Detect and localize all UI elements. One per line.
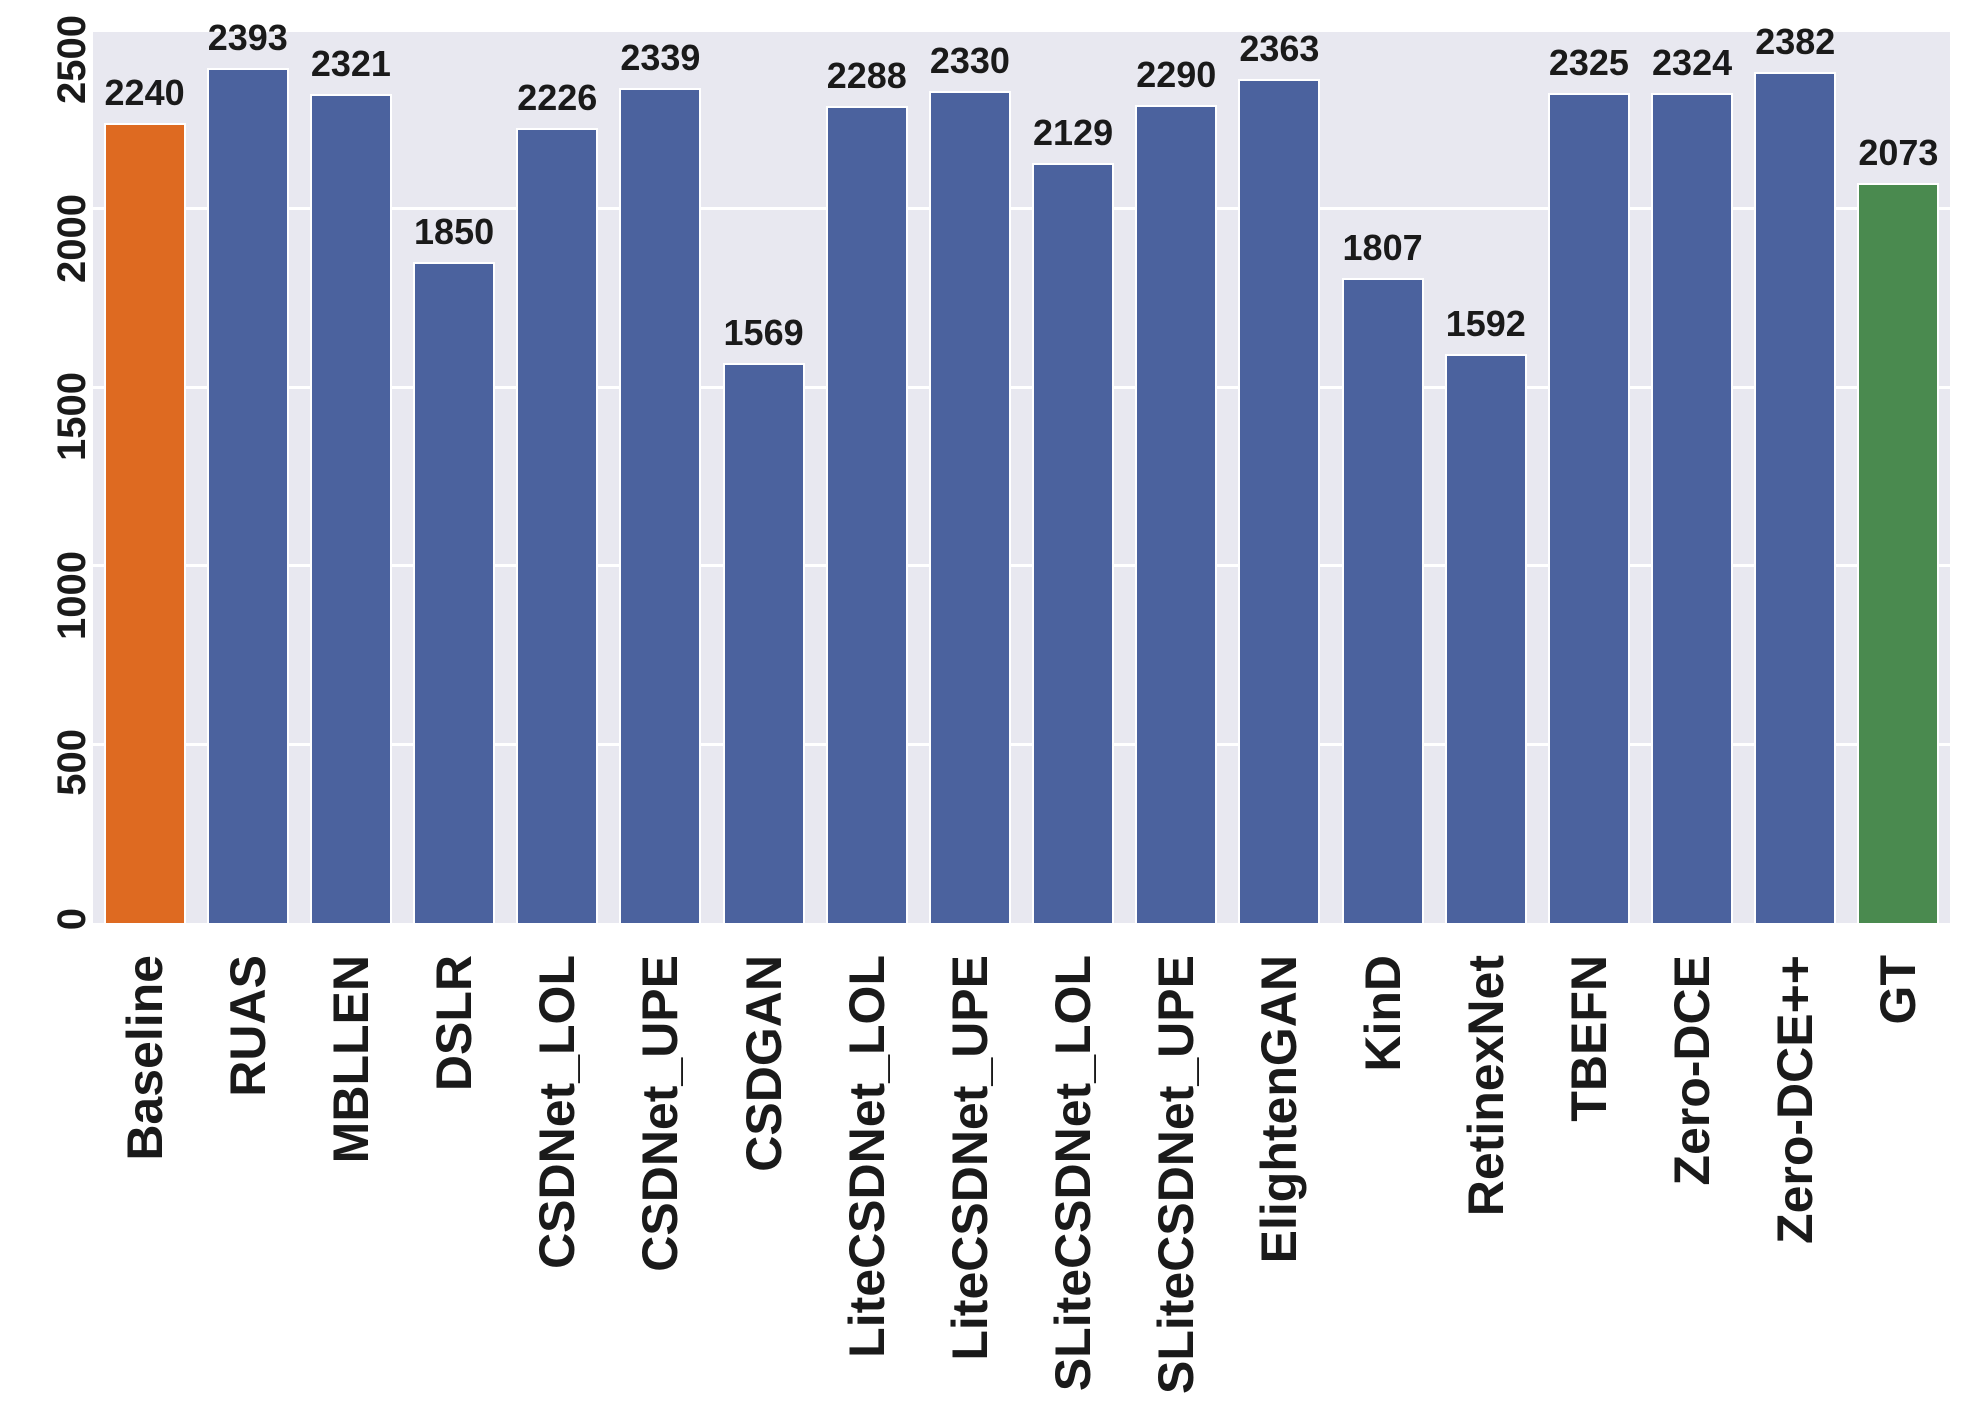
- bar-CSDNet_LOL: [516, 127, 599, 923]
- y-tick-text: 500: [50, 729, 94, 797]
- x-tick-label-TBEFN: TBEFN: [1534, 955, 1644, 1127]
- bar-value-label-TBEFN: 2325: [1548, 41, 1629, 83]
- bar-value-label-MBLLEN: 2321: [310, 42, 391, 84]
- y-tick-label-1500: 1500: [44, 372, 100, 466]
- x-tick-text: SLiteCSDNet_UPE: [1148, 955, 1205, 1394]
- bar-MBLLEN: [309, 93, 392, 923]
- bar-value-label-LiteCSDNet_UPE: 2330: [929, 39, 1010, 81]
- bar-value-label-Zero-DCE++: 2382: [1755, 21, 1836, 63]
- bar-value-label-ElightenGAN: 2363: [1239, 27, 1320, 69]
- x-tick-label-LiteCSDNet_LOL: LiteCSDNet_LOL: [812, 955, 922, 1363]
- bar-value-label-SLiteCSDNet_LOL: 2129: [1033, 111, 1114, 153]
- x-tick-text: GT: [1870, 955, 1927, 1025]
- y-gridline-2500: [93, 28, 1950, 32]
- bar-value-label-Zero-DCE: 2324: [1652, 41, 1733, 83]
- x-tick-label-RetinexNet: RetinexNet: [1431, 955, 1541, 1221]
- bar-value-label-LiteCSDNet_LOL: 2288: [826, 54, 907, 96]
- x-tick-label-LiteCSDNet_UPE: LiteCSDNet_UPE: [915, 955, 1025, 1366]
- bar-value-label-KinD: 1807: [1342, 226, 1423, 268]
- plot-area: [93, 28, 1950, 923]
- x-tick-text: CSDGAN: [735, 955, 792, 1172]
- x-tick-text: KinD: [1354, 955, 1411, 1072]
- x-tick-label-RUAS: RUAS: [193, 955, 303, 1102]
- y-tick-text: 1000: [50, 550, 94, 640]
- y-tick-label-500: 500: [44, 729, 100, 801]
- y-tick-text: 2000: [50, 193, 94, 283]
- x-tick-text: RetinexNet: [1457, 955, 1514, 1217]
- bar-CSDNet_UPE: [619, 87, 702, 923]
- x-tick-label-Baseline: Baseline: [90, 955, 200, 1166]
- x-tick-text: Baseline: [116, 955, 173, 1161]
- y-gridline-1000: [93, 564, 1950, 568]
- bar-value-label-GT: 2073: [1858, 131, 1939, 173]
- bar-value-label-CSDNet_UPE: 2339: [620, 36, 701, 78]
- bar-TBEFN: [1547, 92, 1630, 923]
- x-tick-text: CSDNet_UPE: [632, 955, 689, 1272]
- bar-GT: [1857, 182, 1940, 923]
- bar-RUAS: [206, 68, 289, 923]
- x-tick-text: TBEFN: [1560, 955, 1617, 1122]
- bar-KinD: [1341, 277, 1424, 923]
- bar-RetinexNet: [1444, 354, 1527, 923]
- y-gridline-500: [93, 742, 1950, 746]
- bar-Zero-DCE++: [1754, 72, 1837, 923]
- y-gridline-2000: [93, 207, 1950, 211]
- bar-CSDGAN: [722, 362, 805, 923]
- y-tick-text: 0: [50, 908, 94, 931]
- y-tick-label-1000: 1000: [44, 551, 100, 645]
- x-tick-label-Zero-DCE++: Zero-DCE++: [1740, 955, 1850, 1249]
- x-tick-text: Zero-DCE++: [1767, 955, 1824, 1244]
- x-tick-text: DSLR: [426, 955, 483, 1092]
- bar-value-label-SLiteCSDNet_UPE: 2290: [1136, 54, 1217, 95]
- y-tick-label-0: 0: [44, 908, 100, 935]
- bar-value-label-RUAS: 2393: [207, 17, 288, 59]
- x-tick-label-ElightenGAN: ElightenGAN: [1224, 955, 1334, 1268]
- bar-value-label-CSDNet_LOL: 2226: [517, 76, 598, 118]
- x-tick-label-CSDNet_LOL: CSDNet_LOL: [502, 955, 612, 1274]
- x-tick-text: Zero-DCE: [1664, 955, 1721, 1186]
- x-tick-label-CSDGAN: CSDGAN: [709, 955, 819, 1177]
- bar-ElightenGAN: [1238, 78, 1321, 923]
- bar-value-label-CSDGAN: 1569: [723, 311, 804, 353]
- y-gridline-1500: [93, 385, 1950, 389]
- x-tick-label-CSDNet_UPE: CSDNet_UPE: [605, 955, 715, 1277]
- y-tick-text: 1500: [50, 372, 94, 462]
- x-tick-label-DSLR: DSLR: [399, 955, 509, 1096]
- bar-Zero-DCE: [1651, 92, 1734, 923]
- bar-SLiteCSDNet_UPE: [1135, 105, 1218, 923]
- bar-value-label-DSLR: 1850: [414, 211, 495, 253]
- y-tick-label-2000: 2000: [44, 194, 100, 288]
- x-tick-label-SLiteCSDNet_UPE: SLiteCSDNet_UPE: [1121, 955, 1231, 1399]
- x-tick-text: RUAS: [219, 955, 276, 1097]
- x-tick-text: MBLLEN: [322, 955, 379, 1164]
- x-tick-label-GT: GT: [1843, 955, 1953, 1029]
- x-tick-text: SLiteCSDNet_LOL: [1045, 955, 1102, 1392]
- x-tick-label-MBLLEN: MBLLEN: [296, 955, 406, 1168]
- bar-DSLR: [413, 262, 496, 923]
- x-tick-text: LiteCSDNet_LOL: [838, 955, 895, 1358]
- x-tick-text: LiteCSDNet_UPE: [941, 955, 998, 1361]
- bar-LiteCSDNet_LOL: [825, 105, 908, 923]
- bar-SLiteCSDNet_LOL: [1032, 162, 1115, 923]
- bar-Baseline: [103, 122, 186, 923]
- x-tick-label-SLiteCSDNet_LOL: SLiteCSDNet_LOL: [1018, 955, 1128, 1396]
- x-tick-text: CSDNet_LOL: [529, 955, 586, 1269]
- bar-value-label-Baseline: 2240: [104, 71, 185, 113]
- bar-value-label-RetinexNet: 1592: [1445, 303, 1526, 345]
- x-tick-label-Zero-DCE: Zero-DCE: [1637, 955, 1747, 1191]
- x-tick-text: ElightenGAN: [1251, 955, 1308, 1264]
- x-tick-label-KinD: KinD: [1328, 955, 1438, 1077]
- bar-LiteCSDNet_UPE: [928, 90, 1011, 923]
